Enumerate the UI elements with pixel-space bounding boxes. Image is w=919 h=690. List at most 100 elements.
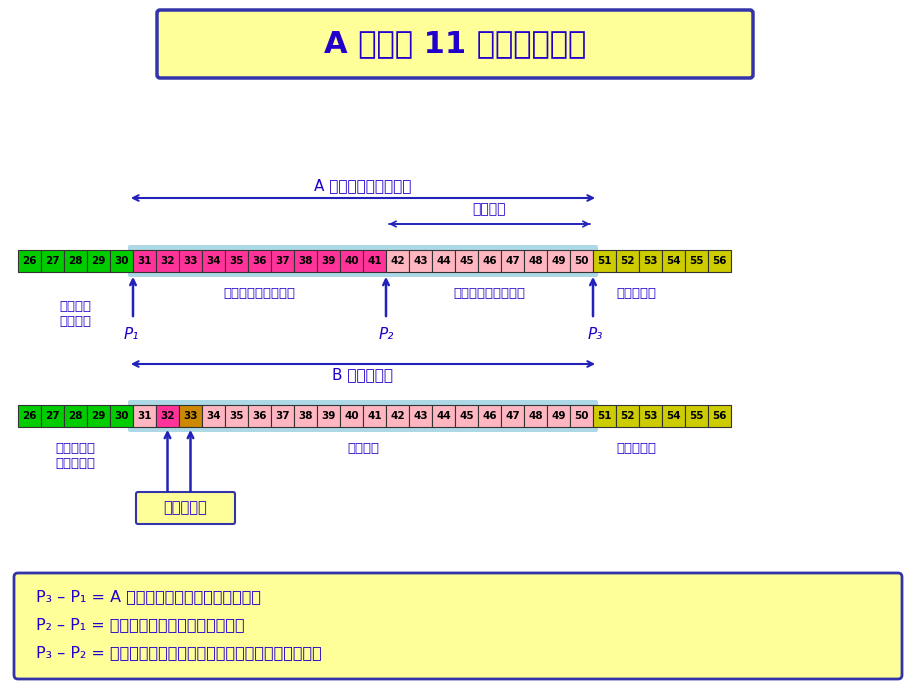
Text: 36: 36 — [252, 411, 267, 421]
Text: 46: 46 — [482, 256, 496, 266]
FancyBboxPatch shape — [317, 250, 340, 272]
FancyBboxPatch shape — [271, 405, 294, 427]
FancyBboxPatch shape — [133, 405, 156, 427]
Text: P₃ – P₁ = A 的发送窗口（又称为通知窗口）: P₃ – P₁ = A 的发送窗口（又称为通知窗口） — [36, 589, 261, 604]
Text: 未按序收到: 未按序收到 — [164, 500, 207, 515]
FancyBboxPatch shape — [593, 250, 616, 272]
FancyBboxPatch shape — [248, 250, 271, 272]
FancyBboxPatch shape — [570, 405, 593, 427]
FancyBboxPatch shape — [547, 250, 570, 272]
FancyBboxPatch shape — [41, 405, 64, 427]
Text: 46: 46 — [482, 411, 496, 421]
Text: 30: 30 — [114, 256, 129, 266]
Text: 27: 27 — [45, 256, 60, 266]
FancyBboxPatch shape — [202, 405, 225, 427]
Text: 39: 39 — [321, 411, 335, 421]
FancyBboxPatch shape — [110, 405, 133, 427]
Text: 56: 56 — [711, 256, 726, 266]
Text: 35: 35 — [229, 411, 244, 421]
FancyBboxPatch shape — [524, 250, 547, 272]
Text: 31: 31 — [137, 411, 152, 421]
FancyBboxPatch shape — [593, 405, 616, 427]
Text: 37: 37 — [275, 411, 289, 421]
FancyBboxPatch shape — [157, 10, 752, 78]
Text: 33: 33 — [183, 411, 198, 421]
FancyBboxPatch shape — [340, 250, 363, 272]
FancyBboxPatch shape — [64, 250, 87, 272]
FancyBboxPatch shape — [455, 250, 478, 272]
Text: 49: 49 — [550, 411, 565, 421]
FancyBboxPatch shape — [455, 405, 478, 427]
Text: 32: 32 — [160, 256, 175, 266]
FancyBboxPatch shape — [685, 250, 708, 272]
Text: 49: 49 — [550, 256, 565, 266]
Text: P₃: P₃ — [586, 327, 602, 342]
FancyBboxPatch shape — [128, 400, 597, 432]
Text: 42: 42 — [390, 256, 404, 266]
FancyBboxPatch shape — [133, 250, 156, 272]
Text: P₂ – P₁ = 已发送但尚未收到确认的字节数: P₂ – P₁ = 已发送但尚未收到确认的字节数 — [36, 618, 244, 633]
Text: 39: 39 — [321, 256, 335, 266]
FancyBboxPatch shape — [128, 245, 597, 277]
FancyBboxPatch shape — [14, 573, 901, 679]
Text: 45: 45 — [459, 411, 473, 421]
FancyBboxPatch shape — [294, 405, 317, 427]
Text: 不允许接收: 不允许接收 — [616, 442, 655, 455]
FancyBboxPatch shape — [547, 405, 570, 427]
FancyBboxPatch shape — [271, 250, 294, 272]
Text: 38: 38 — [298, 256, 312, 266]
Text: 56: 56 — [711, 411, 726, 421]
Text: A 的发送窗口位置不变: A 的发送窗口位置不变 — [314, 178, 411, 193]
Text: 30: 30 — [114, 411, 129, 421]
Text: 26: 26 — [22, 411, 37, 421]
FancyBboxPatch shape — [478, 250, 501, 272]
Text: 允许发送但尚未发送: 允许发送但尚未发送 — [453, 287, 525, 300]
FancyBboxPatch shape — [363, 405, 386, 427]
Text: 37: 37 — [275, 256, 289, 266]
Text: 不允许发送: 不允许发送 — [616, 287, 655, 300]
FancyBboxPatch shape — [662, 250, 685, 272]
Text: 43: 43 — [413, 256, 427, 266]
Text: 41: 41 — [367, 411, 381, 421]
FancyBboxPatch shape — [64, 405, 87, 427]
FancyBboxPatch shape — [386, 405, 409, 427]
FancyBboxPatch shape — [409, 250, 432, 272]
FancyBboxPatch shape — [225, 405, 248, 427]
Text: 28: 28 — [68, 256, 83, 266]
Text: 38: 38 — [298, 411, 312, 421]
Text: 29: 29 — [91, 411, 106, 421]
Text: 29: 29 — [91, 256, 106, 266]
Text: 33: 33 — [183, 256, 198, 266]
FancyBboxPatch shape — [478, 405, 501, 427]
FancyBboxPatch shape — [386, 250, 409, 272]
FancyBboxPatch shape — [432, 250, 455, 272]
FancyBboxPatch shape — [179, 405, 202, 427]
Text: 34: 34 — [206, 256, 221, 266]
Text: 47: 47 — [505, 411, 519, 421]
FancyBboxPatch shape — [18, 405, 41, 427]
Text: 47: 47 — [505, 256, 519, 266]
FancyBboxPatch shape — [18, 250, 41, 272]
Text: 36: 36 — [252, 256, 267, 266]
Text: 51: 51 — [596, 411, 611, 421]
Text: 40: 40 — [344, 256, 358, 266]
Text: 31: 31 — [137, 256, 152, 266]
FancyBboxPatch shape — [41, 250, 64, 272]
FancyBboxPatch shape — [616, 405, 639, 427]
FancyBboxPatch shape — [179, 250, 202, 272]
Text: 48: 48 — [528, 256, 542, 266]
FancyBboxPatch shape — [432, 405, 455, 427]
FancyBboxPatch shape — [570, 250, 593, 272]
Text: P₂: P₂ — [378, 327, 393, 342]
Text: 40: 40 — [344, 411, 358, 421]
Text: 允许接收: 允许接收 — [346, 442, 379, 455]
FancyBboxPatch shape — [87, 250, 110, 272]
Text: 42: 42 — [390, 411, 404, 421]
Text: A 发送了 11 个字节的数据: A 发送了 11 个字节的数据 — [323, 30, 585, 59]
FancyBboxPatch shape — [248, 405, 271, 427]
FancyBboxPatch shape — [363, 250, 386, 272]
Text: 55: 55 — [688, 256, 703, 266]
Text: 32: 32 — [160, 411, 175, 421]
FancyBboxPatch shape — [136, 492, 234, 524]
Text: 48: 48 — [528, 411, 542, 421]
